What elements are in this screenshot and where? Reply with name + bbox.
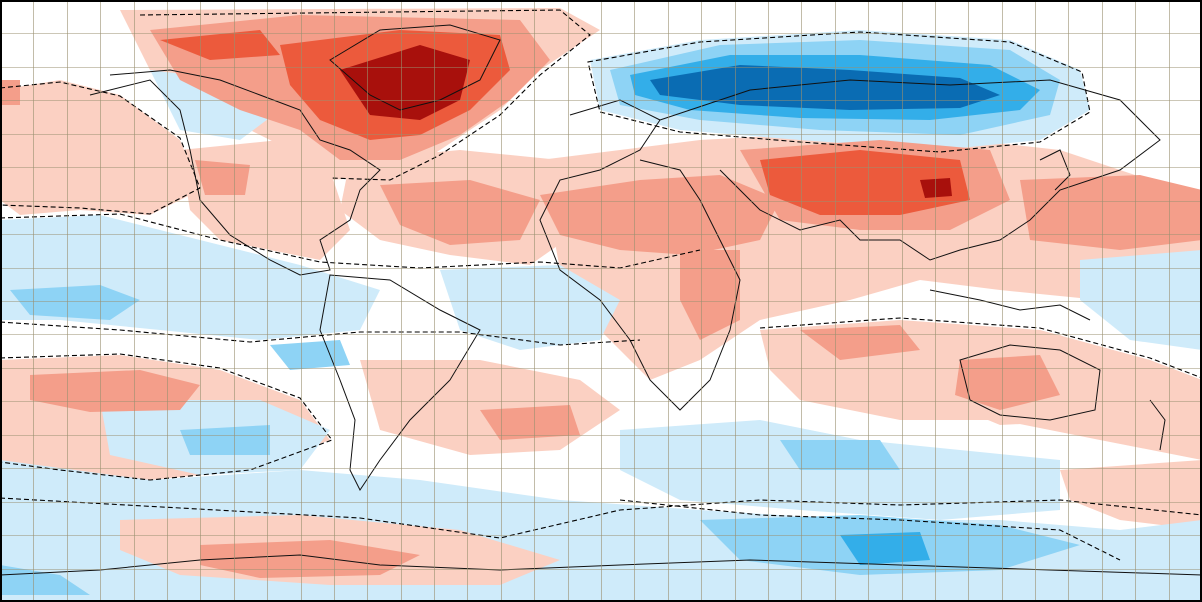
contour-line-tropics-south xyxy=(0,321,641,346)
warm-4-tibet-core xyxy=(920,178,952,198)
contour-line-arctic xyxy=(139,9,591,181)
warm-2-west-us xyxy=(195,160,250,195)
cold-2-indian xyxy=(780,440,900,470)
contour-line-indian xyxy=(759,317,1202,379)
coastline-indonesia xyxy=(929,289,1091,321)
cold-2-tropical-pacific xyxy=(10,285,140,320)
warm-3-arctic-edge xyxy=(160,30,280,60)
warm-2-east-africa xyxy=(680,250,740,340)
contour-line-north-pacific xyxy=(0,81,201,215)
contour-line-south-pacific xyxy=(0,353,333,481)
warm-level-4-layer xyxy=(340,45,952,198)
warm-2-sahara-mideast xyxy=(540,175,780,255)
contour-line-antarctic xyxy=(619,499,1121,561)
cold-2-east-pacific xyxy=(270,340,350,370)
coastline-antarctica xyxy=(0,554,1202,576)
coastline-new-zealand xyxy=(1149,399,1166,451)
warm-2-north-pacific-west xyxy=(0,80,20,105)
contour-line-southern xyxy=(0,497,1202,539)
coastline-japan xyxy=(1039,149,1071,191)
contour-line-tropics-north xyxy=(0,213,701,269)
dashed-contours xyxy=(0,9,1202,561)
coastline-greenland xyxy=(329,24,501,111)
cold-level-4-layer xyxy=(650,65,1000,110)
warm-2-north-atlantic xyxy=(380,180,540,245)
warm-2-antarctic-peninsula xyxy=(200,540,420,578)
coastline-north-america xyxy=(89,69,381,276)
coastline-australia xyxy=(959,344,1101,421)
warm-4-greenland-core xyxy=(340,45,470,120)
warm-2-north-pacific-east xyxy=(1020,175,1202,250)
cold-2-south-pacific xyxy=(180,425,270,455)
coastline-south-america xyxy=(319,274,481,491)
contour-line-eurasia xyxy=(587,31,1091,153)
cold-anomaly-tropical-atlantic xyxy=(440,265,620,350)
warm-3-tibet xyxy=(760,150,970,215)
coastline-asia xyxy=(659,79,1161,261)
coastline-europe-africa xyxy=(539,99,741,411)
cold-anomaly-alaska xyxy=(150,70,280,140)
cold-3-antarctica xyxy=(840,532,930,565)
cold-4-russia-core xyxy=(650,65,1000,110)
warm-2-south-atlantic xyxy=(480,405,580,440)
cold-anomaly-west-pacific xyxy=(1080,250,1202,350)
warm-anomaly-east-pacific-south xyxy=(1060,460,1202,530)
warm-anomaly-north-pacific xyxy=(0,80,200,215)
warm-2-indian-east xyxy=(800,325,920,360)
coastlines xyxy=(0,24,1202,576)
